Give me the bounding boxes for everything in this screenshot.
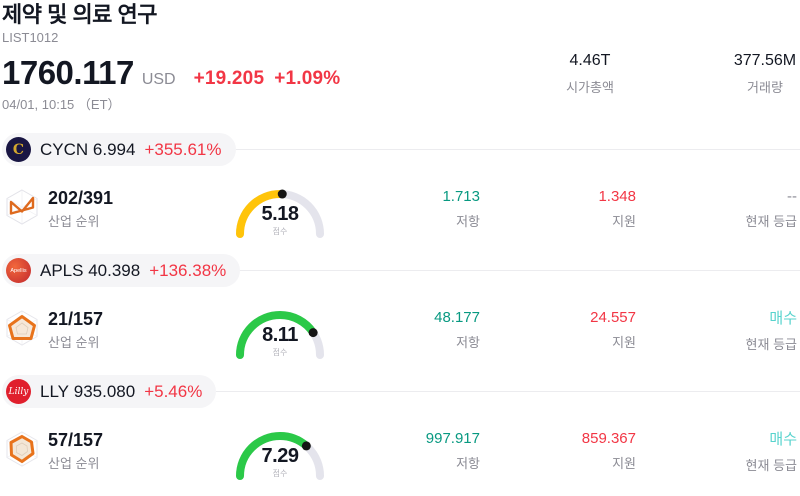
price-line: 1760.117 USD +19.205 +1.09% bbox=[2, 56, 800, 90]
row-divider bbox=[216, 391, 800, 392]
score-label: 점수 bbox=[230, 347, 330, 358]
ticker-change: +5.46% bbox=[144, 382, 202, 402]
resistance-column: 997.917 저항 bbox=[330, 430, 480, 472]
score-value: 7.29 bbox=[230, 445, 330, 468]
industry-rank-icon bbox=[2, 308, 48, 353]
rating-value: 매수 bbox=[636, 428, 797, 449]
industry-rank-icon bbox=[2, 187, 48, 232]
rating-column: 매수 현재 등급 bbox=[636, 428, 800, 474]
rating-label: 현재 등급 bbox=[636, 334, 797, 353]
support-value: 24.557 bbox=[480, 309, 636, 326]
industry-rank-label: 산업 순위 bbox=[48, 453, 200, 472]
score-label: 점수 bbox=[230, 468, 330, 479]
support-column: 859.367 지원 bbox=[480, 430, 636, 472]
support-value: 859.367 bbox=[480, 430, 636, 447]
resistance-value: 997.917 bbox=[330, 430, 480, 447]
support-label: 지원 bbox=[480, 211, 636, 230]
volume-stat: 377.56M 거래량 bbox=[709, 52, 800, 96]
volume-value: 377.56M bbox=[709, 52, 800, 70]
rating-label: 현재 등급 bbox=[636, 211, 797, 230]
index-price: 1760.117 bbox=[2, 56, 134, 89]
resistance-column: 1.713 저항 bbox=[330, 188, 480, 230]
ticker-row: C CYCN 6.994 +355.61% 202/391 산업 순위 bbox=[2, 133, 800, 254]
industry-rank-value: 202/391 bbox=[48, 188, 200, 209]
score-gauge: 5.18 점수 bbox=[230, 176, 330, 242]
support-label: 지원 bbox=[480, 453, 636, 472]
header: 제약 및 의료 연구 LIST1012 1760.117 USD +19.205… bbox=[2, 2, 800, 133]
support-column: 1.348 지원 bbox=[480, 188, 636, 230]
cyclerion-logo-icon: C bbox=[6, 137, 31, 162]
list-id: LIST1012 bbox=[2, 30, 800, 45]
market-cap-value: 4.46T bbox=[530, 52, 650, 70]
score-value: 5.18 bbox=[230, 203, 330, 226]
ticker-pill-apls[interactable]: Apellis APLS 40.398 +136.38% bbox=[2, 254, 240, 287]
industry-rank: 57/157 산업 순위 bbox=[48, 430, 200, 472]
rating-value: -- bbox=[636, 188, 797, 205]
ticker-change: +136.38% bbox=[149, 261, 226, 281]
support-label: 지원 bbox=[480, 332, 636, 351]
ticker-pill-lly[interactable]: Lilly LLY 935.080 +5.46% bbox=[2, 375, 216, 408]
ticker-row: Lilly LLY 935.080 +5.46% 57/157 산업 순위 bbox=[2, 375, 800, 496]
ticker-row: Apellis APLS 40.398 +136.38% 21/157 산 bbox=[2, 254, 800, 375]
row-divider bbox=[240, 270, 800, 271]
industry-rank: 202/391 산업 순위 bbox=[48, 188, 200, 230]
price-change-pct: +1.09% bbox=[274, 68, 340, 89]
rating-column: 매수 현재 등급 bbox=[636, 307, 800, 353]
resistance-value: 1.713 bbox=[330, 188, 480, 205]
resistance-label: 저항 bbox=[330, 453, 480, 472]
timestamp: 04/01, 10:15 （ET） bbox=[2, 94, 800, 113]
support-column: 24.557 지원 bbox=[480, 309, 636, 351]
page-title: 제약 및 의료 연구 bbox=[2, 2, 800, 28]
score-gauge: 7.29 점수 bbox=[230, 418, 330, 484]
market-cap-stat: 4.46T 시가총액 bbox=[530, 52, 650, 96]
ticker-row-body: 21/157 산업 순위 8.11 점수 48.177 저항 24.557 지원… bbox=[2, 294, 800, 366]
score-gauge: 8.11 점수 bbox=[230, 297, 330, 363]
ticker-pill-cycn[interactable]: C CYCN 6.994 +355.61% bbox=[2, 133, 236, 166]
ticker-row-head: Lilly LLY 935.080 +5.46% bbox=[2, 375, 800, 408]
rating-label: 현재 등급 bbox=[636, 455, 797, 474]
lilly-logo-icon: Lilly bbox=[6, 379, 31, 404]
ticker-row-body: 57/157 산업 순위 7.29 점수 997.917 저항 859.367 … bbox=[2, 415, 800, 487]
industry-rank: 21/157 산업 순위 bbox=[48, 309, 200, 351]
apellis-logo-icon: Apellis bbox=[6, 258, 31, 283]
industry-rank-label: 산업 순위 bbox=[48, 332, 200, 351]
rating-value: 매수 bbox=[636, 307, 797, 328]
ticker-row-head: C CYCN 6.994 +355.61% bbox=[2, 133, 800, 166]
rating-column: -- 현재 등급 bbox=[636, 188, 800, 230]
price-change: +19.205 +1.09% bbox=[194, 68, 341, 90]
ticker-row-head: Apellis APLS 40.398 +136.38% bbox=[2, 254, 800, 287]
ticker-symbol-price: LLY 935.080 bbox=[40, 382, 135, 402]
row-divider bbox=[236, 149, 800, 150]
ticker-row-body: 202/391 산업 순위 5.18 점수 1.713 저항 1.348 지원 … bbox=[2, 173, 800, 245]
ticker-symbol-price: CYCN 6.994 bbox=[40, 140, 135, 160]
support-value: 1.348 bbox=[480, 188, 636, 205]
industry-rank-icon bbox=[2, 429, 48, 474]
price-change-abs: +19.205 bbox=[194, 68, 265, 89]
resistance-label: 저항 bbox=[330, 211, 480, 230]
resistance-column: 48.177 저항 bbox=[330, 309, 480, 351]
score-label: 점수 bbox=[230, 226, 330, 237]
ticker-symbol-price: APLS 40.398 bbox=[40, 261, 140, 281]
currency-label: USD bbox=[142, 71, 176, 89]
volume-label: 거래량 bbox=[709, 77, 800, 96]
industry-rank-label: 산업 순위 bbox=[48, 211, 200, 230]
score-value: 8.11 bbox=[230, 324, 330, 347]
resistance-label: 저항 bbox=[330, 332, 480, 351]
industry-rank-value: 57/157 bbox=[48, 430, 200, 451]
ticker-change: +355.61% bbox=[144, 140, 221, 160]
market-cap-label: 시가총액 bbox=[530, 77, 650, 96]
resistance-value: 48.177 bbox=[330, 309, 480, 326]
industry-rank-value: 21/157 bbox=[48, 309, 200, 330]
